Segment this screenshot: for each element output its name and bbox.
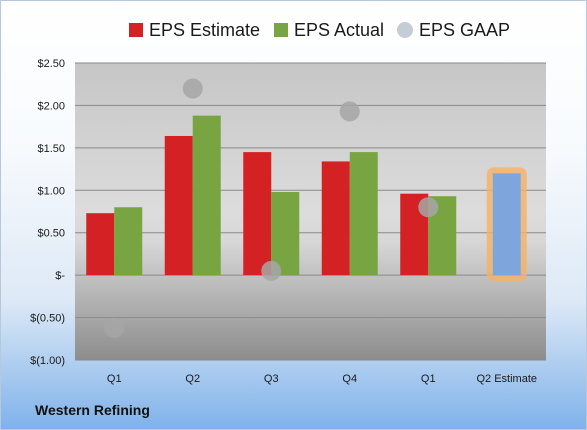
y-tick-label: $(0.50) [30, 313, 65, 325]
legend-swatch-eps-estimate [129, 23, 143, 37]
y-tick-label: $2.00 [37, 100, 65, 112]
x-tick-label: Q2 [185, 373, 200, 385]
eps-gaap-point [418, 197, 439, 218]
x-tick-label: Q4 [342, 373, 357, 385]
legend-label-eps-gaap: EPS GAAP [419, 19, 511, 40]
legend-label-eps-actual: EPS Actual [294, 19, 385, 40]
y-tick-label: $0.50 [37, 228, 65, 240]
bar-eps-estimate [321, 161, 350, 276]
bar-q2-estimate [492, 173, 521, 276]
bar-eps-actual [349, 152, 378, 276]
legend-item-eps-estimate: EPS Estimate [129, 15, 260, 45]
bar-eps-estimate [243, 152, 272, 276]
legend-item-eps-actual: EPS Actual [274, 15, 384, 45]
y-tick-label: $2.50 [37, 58, 65, 70]
bar-highlight [486, 167, 527, 282]
legend-label-eps-estimate: EPS Estimate [149, 19, 261, 40]
eps-gaap-point [339, 101, 360, 122]
x-tick-label: Q1 [107, 373, 122, 385]
legend-item-eps-gaap: EPS GAAP [397, 15, 510, 45]
bar-eps-actual [271, 191, 300, 276]
eps-gaap-point [104, 317, 125, 338]
y-tick-label: $- [55, 270, 65, 282]
x-tick-label: Q1 [421, 373, 436, 385]
bar-eps-estimate [164, 135, 193, 276]
bar-eps-actual [192, 115, 221, 276]
eps-gaap-point [182, 78, 203, 99]
bar-eps-estimate [86, 213, 115, 276]
eps-gaap-point [261, 260, 282, 281]
y-tick-label: $1.50 [37, 143, 65, 155]
legend-swatch-eps-gaap [397, 22, 413, 38]
chart-plot: $2.50 $2.00 $1.50 $1.00 $0.50 $- $(0.50) $(1.00… [30, 58, 546, 385]
y-tick-label: $(1.00) [30, 355, 65, 367]
x-tick-label: Q2 Estimate [476, 373, 537, 385]
company-name: Western Refining [35, 402, 150, 418]
legend-swatch-eps-actual [274, 23, 288, 37]
bar-eps-actual [114, 207, 143, 276]
x-tick-label: Q3 [264, 373, 279, 385]
y-tick-label: $1.00 [37, 185, 65, 197]
plot-area [75, 63, 546, 360]
